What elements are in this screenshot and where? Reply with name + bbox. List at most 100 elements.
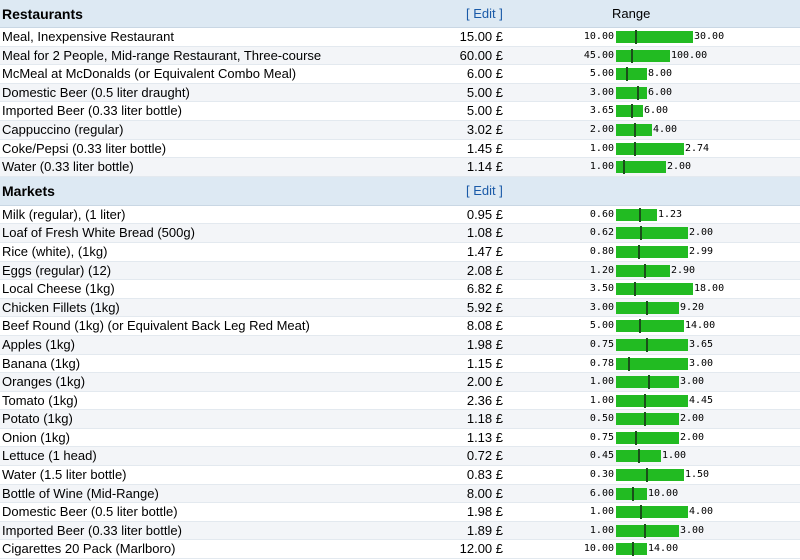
table-row: Lettuce (1 head) 0.72 £ 0.45 1.00 [0,447,800,467]
average-marker [644,523,646,538]
average-marker [623,160,625,175]
item-price: 1.98 £ [466,504,503,520]
range-min: 3.50 [589,283,614,295]
item-price: 2.08 £ [466,262,503,278]
section-title: Restaurants [2,6,83,22]
price-range: 1.00 4.00 [560,503,800,521]
table-row: Imported Beer (0.33 liter bottle) 5.00 £ 3… [0,102,800,121]
price-range: 1.00 4.45 [560,392,800,410]
price-range: 3.65 6.00 [560,102,800,120]
average-marker [646,300,648,315]
average-marker [644,412,646,427]
range-bar [616,506,688,519]
price-range: 0.62 2.00 [560,224,800,242]
item-price: 1.14 £ [466,159,503,175]
range-bar [616,469,684,482]
range-bar [616,487,647,500]
price-range: 0.75 3.65 [560,336,800,354]
item-name: Beef Round (1kg) (or Equivalent Back Leg… [2,318,310,334]
item-price: 5.00 £ [466,84,503,100]
table-row: Imported Beer (0.33 liter bottle) 1.89 £ 1… [0,521,800,541]
item-name: Water (0.33 liter bottle) [2,159,134,175]
edit-link[interactable]: [ Edit ] [466,177,503,205]
table-row: Oranges (1kg) 2.00 £ 1.00 3.00 [0,373,800,392]
range-max: 18.00 [694,283,725,295]
table-row: Rice (white), (1kg) 1.47 £ 0.80 2.99 [0,242,800,262]
table-row: Chicken Fillets (1kg) 5.92 £ 3.00 9.20 [0,298,800,318]
item-price: 0.72 £ [466,448,503,464]
table-row: Cigarettes 20 Pack (Marlboro) 12.00 £ 10.0… [0,540,800,560]
table-row: Water (0.33 liter bottle) 1.14 £ 1.00 2.00 [0,158,800,177]
price-range: 2.00 4.00 [560,121,800,139]
table-row: Milk (regular), (1 liter) 0.95 £ 0.60 1.23 [0,205,800,225]
item-price: 6.82 £ [466,281,503,297]
range-max: 1.00 [662,450,687,462]
range-max: 1.50 [685,469,710,481]
range-max: 30.00 [694,31,725,42]
item-name: Cigarettes 20 Pack (Marlboro) [2,541,176,557]
price-range: 0.78 3.00 [560,355,800,373]
range-bar [616,431,679,444]
price-range: 5.00 8.00 [560,65,800,83]
average-marker [631,48,633,63]
price-range: 5.00 14.00 [560,317,800,335]
average-marker [644,263,646,278]
item-name: Loaf of Fresh White Bread (500g) [2,225,195,241]
range-min: 1.20 [589,264,614,276]
range-min: 5.00 [589,320,614,332]
price-range: 1.20 2.90 [560,262,800,280]
price-range: 0.75 2.00 [560,429,800,447]
range-min: 5.00 [589,68,614,80]
item-name: Eggs (regular) (12) [2,262,112,278]
range-bar [616,68,647,81]
range-bar [616,338,688,351]
range-min: 0.75 [589,338,614,350]
average-marker [626,67,628,82]
price-range: 0.50 2.00 [560,410,800,428]
item-name: Onion (1kg) [2,429,70,445]
item-price: 0.95 £ [466,206,503,222]
average-marker [646,337,648,352]
average-marker [635,430,637,445]
range-max: 2.74 [685,142,710,154]
item-name: Domestic Beer (0.5 liter draught) [2,84,190,100]
price-range: 3.00 6.00 [560,84,800,102]
item-name: Oranges (1kg) [2,374,86,390]
price-range: 0.60 1.23 [560,206,800,224]
table-row: Cappuccino (regular) 3.02 £ 2.00 4.00 [0,120,800,140]
range-min: 1.00 [589,161,614,173]
table-row: Meal, Inexpensive Restaurant 15.00 £ 10.00… [0,28,800,47]
item-price: 0.83 £ [466,467,503,483]
item-name: Imported Beer (0.33 liter bottle) [2,522,182,538]
range-max: 2.00 [689,227,714,239]
price-range: 1.00 2.74 [560,140,800,158]
average-marker [637,85,639,100]
item-name: Coke/Pepsi (0.33 liter bottle) [2,140,167,156]
range-bar [616,264,670,277]
edit-link-text[interactable]: [ Edit ] [466,6,503,21]
range-bar [616,524,679,537]
average-marker [638,449,640,464]
range-max: 2.90 [671,264,696,276]
range-min: 1.00 [589,524,614,536]
range-max: 4.00 [653,123,678,135]
item-name: Potato (1kg) [2,411,73,427]
range-column-header: Range [612,6,651,21]
price-range: 0.45 1.00 [560,447,800,465]
range-bar [616,86,647,99]
range-min: 2.00 [589,123,614,135]
edit-link[interactable]: [ Edit ] [466,0,503,28]
edit-link-text[interactable]: [ Edit ] [466,182,503,198]
item-name: Rice (white), (1kg) [2,243,108,259]
item-name: Meal for 2 People, Mid-range Restaurant,… [2,47,322,63]
table-row: Potato (1kg) 1.18 £ 0.50 2.00 [0,410,800,429]
item-price: 5.00 £ [466,103,503,119]
table-row: Meal for 2 People, Mid-range Restaurant,… [0,46,800,66]
table-row: Local Cheese (1kg) 6.82 £ 3.50 18.00 [0,280,800,299]
item-price: 8.00 £ [466,485,503,501]
range-min: 10.00 [583,31,614,42]
table-row: Loaf of Fresh White Bread (500g) 1.08 £ 0.… [0,224,800,243]
item-name: Meal, Inexpensive Restaurant [2,29,174,44]
range-min: 45.00 [583,49,614,61]
range-min: 1.00 [589,506,614,518]
